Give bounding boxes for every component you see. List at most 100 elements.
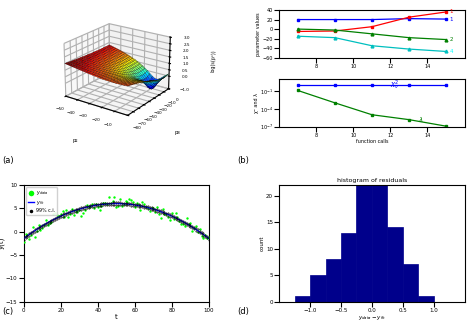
Point xyxy=(24,232,31,238)
Text: $\lambda$: $\lambda$ xyxy=(418,116,424,125)
Point xyxy=(190,225,198,230)
Point xyxy=(133,200,140,206)
Point xyxy=(42,217,50,222)
Point xyxy=(77,214,85,219)
Point xyxy=(27,232,35,238)
Point xyxy=(168,210,176,215)
Point xyxy=(194,229,201,234)
Point xyxy=(20,239,27,244)
Point xyxy=(173,214,181,219)
Point xyxy=(116,196,124,201)
Point xyxy=(22,232,29,237)
Point xyxy=(83,202,91,207)
Point xyxy=(153,204,161,210)
Point xyxy=(181,223,189,229)
Point xyxy=(72,208,79,213)
Text: (c): (c) xyxy=(2,307,13,316)
Point xyxy=(70,212,78,218)
Point xyxy=(161,211,168,217)
Point xyxy=(185,222,192,227)
Point xyxy=(103,201,111,207)
Point xyxy=(126,197,133,202)
Point xyxy=(92,202,100,207)
Point xyxy=(100,200,107,205)
Text: (d): (d) xyxy=(237,307,249,316)
Point xyxy=(131,204,138,210)
Point xyxy=(68,206,76,212)
Point xyxy=(201,232,209,238)
Point xyxy=(177,221,185,226)
Point xyxy=(38,225,46,230)
Text: $\chi^2_\nu$: $\chi^2_\nu$ xyxy=(391,79,400,92)
Point xyxy=(87,204,94,209)
Point xyxy=(137,207,144,212)
Point xyxy=(96,207,103,212)
Bar xyxy=(341,232,356,302)
Point xyxy=(183,215,191,221)
Y-axis label: parameter values: parameter values xyxy=(256,12,261,56)
Point xyxy=(170,216,178,222)
Point xyxy=(98,203,105,208)
Point xyxy=(26,236,33,242)
Point xyxy=(128,198,135,203)
Point xyxy=(150,205,157,210)
Point xyxy=(31,235,38,240)
Bar xyxy=(418,296,434,302)
Point xyxy=(118,203,126,209)
Point xyxy=(151,209,159,215)
Title: histogram of residuals: histogram of residuals xyxy=(337,178,407,183)
Point xyxy=(135,202,142,207)
Point xyxy=(110,195,118,200)
Text: 1: 1 xyxy=(450,9,453,14)
Point xyxy=(66,211,74,217)
Text: 4: 4 xyxy=(450,49,453,54)
Point xyxy=(163,211,170,217)
Point xyxy=(61,214,68,220)
Point xyxy=(57,211,64,217)
Point xyxy=(124,199,131,204)
Point xyxy=(172,211,179,216)
Point xyxy=(120,201,128,206)
Point xyxy=(33,228,40,233)
Point xyxy=(142,204,150,210)
Point xyxy=(50,211,57,216)
Point xyxy=(36,227,44,232)
Bar xyxy=(372,174,387,302)
Point xyxy=(175,218,183,223)
Point xyxy=(46,220,54,226)
Point xyxy=(189,228,196,233)
Point xyxy=(122,198,129,204)
Y-axis label: count: count xyxy=(260,236,264,251)
Y-axis label: χ² and λ: χ² and λ xyxy=(254,93,259,113)
X-axis label: $y_{data} - y_{fit}$: $y_{data} - y_{fit}$ xyxy=(358,314,386,322)
Point xyxy=(48,219,55,224)
Point xyxy=(55,213,63,219)
Point xyxy=(51,210,59,215)
Point xyxy=(187,220,194,225)
Point xyxy=(148,205,155,211)
Point xyxy=(89,201,96,207)
Point xyxy=(155,211,163,217)
Point xyxy=(64,214,72,219)
Point xyxy=(29,224,37,230)
Point xyxy=(107,200,115,205)
Point xyxy=(166,217,174,222)
Bar xyxy=(295,296,310,302)
Point xyxy=(101,200,109,206)
Point xyxy=(138,200,146,205)
Point xyxy=(129,199,137,204)
Point xyxy=(112,204,120,210)
Point xyxy=(53,212,61,218)
X-axis label: function calls: function calls xyxy=(356,139,388,144)
Bar xyxy=(387,227,403,302)
Y-axis label: y(t): y(t) xyxy=(0,237,4,249)
X-axis label: p₂: p₂ xyxy=(73,138,78,143)
Y-axis label: p₈: p₈ xyxy=(174,130,180,135)
Point xyxy=(205,234,213,240)
Point xyxy=(81,207,89,212)
Point xyxy=(159,207,166,212)
Bar xyxy=(310,275,326,302)
Point xyxy=(90,205,98,211)
Point xyxy=(114,204,122,209)
Point xyxy=(35,222,42,227)
